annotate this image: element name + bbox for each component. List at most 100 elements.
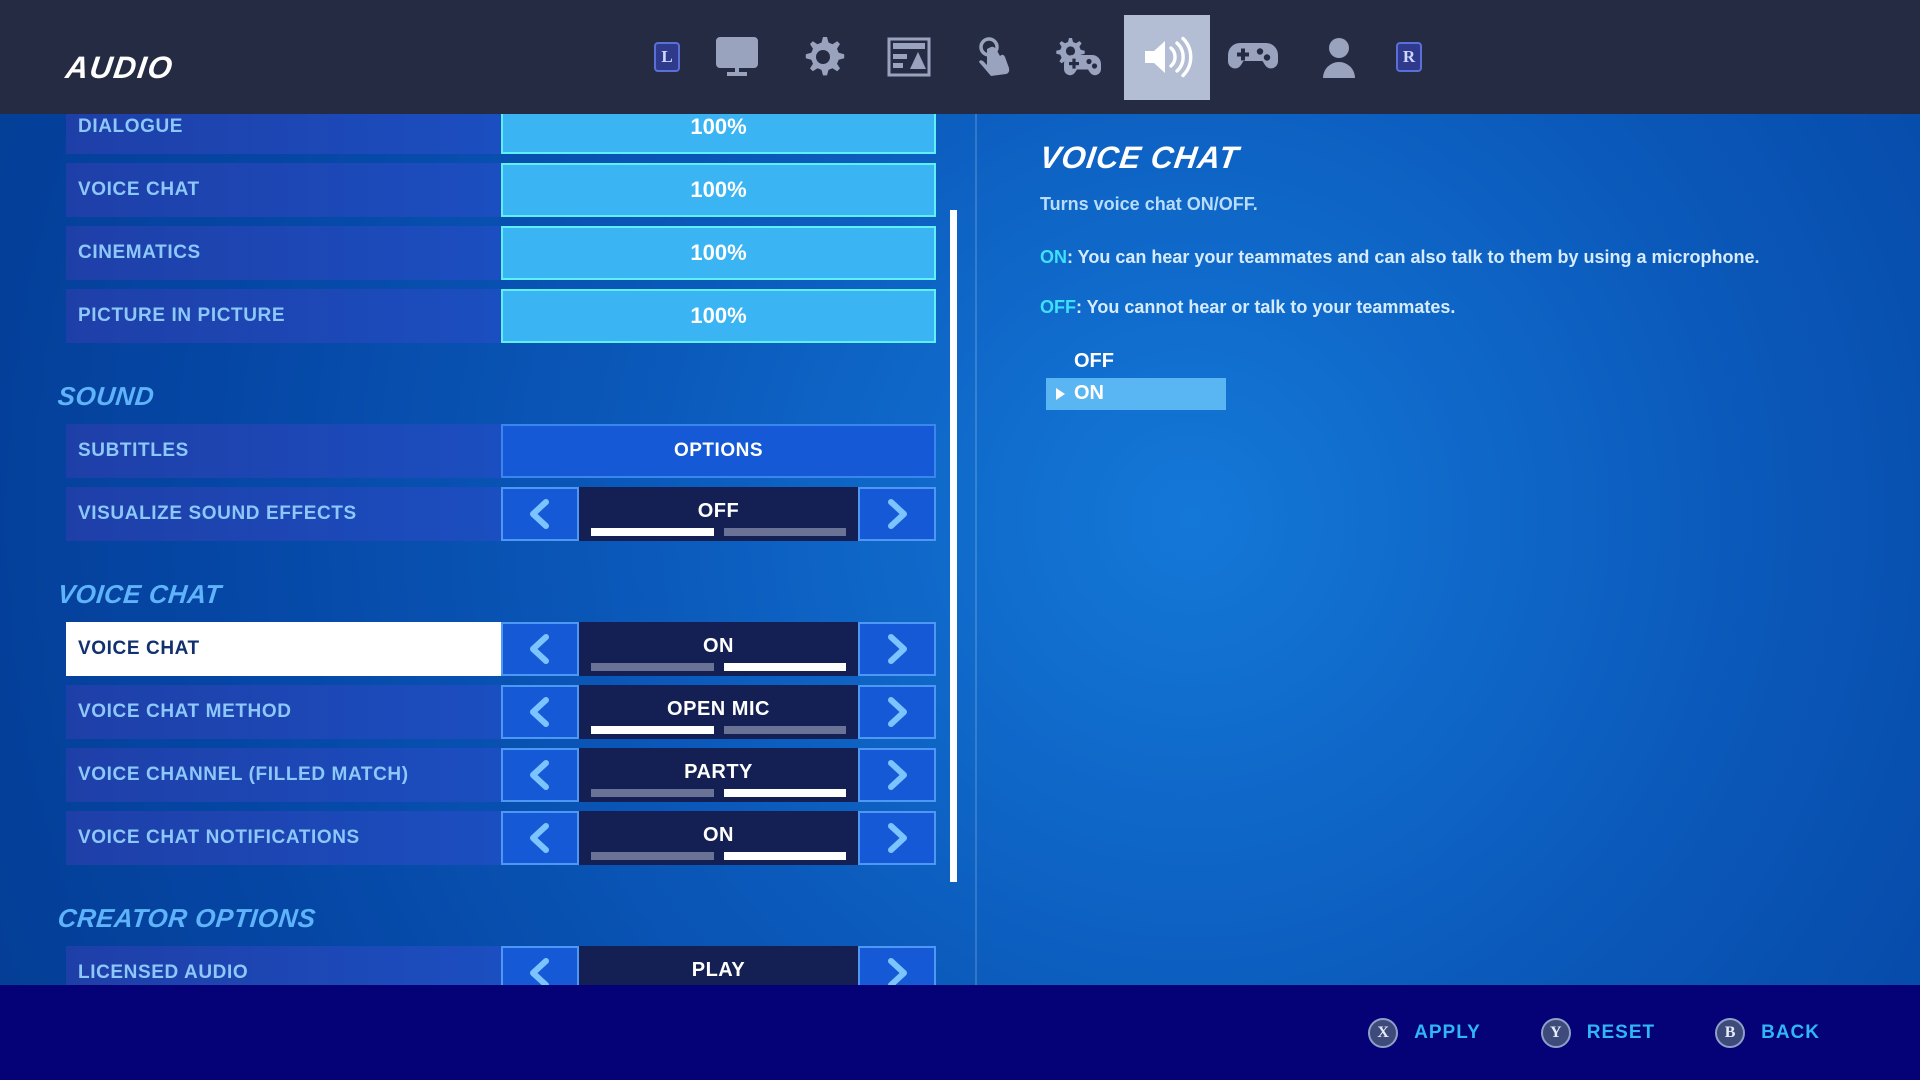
stepper-value-box[interactable]: ON xyxy=(579,811,858,865)
left-bumper-key: L xyxy=(654,42,680,72)
volume-slider[interactable]: 100% xyxy=(501,226,936,280)
setting-row[interactable]: VOICE CHAT NOTIFICATIONS ON xyxy=(66,811,936,865)
option-stepper: OFF xyxy=(501,487,936,541)
stepper-prev-button[interactable] xyxy=(501,487,579,541)
footer-button-label: BACK xyxy=(1761,1021,1820,1043)
pagination-segment xyxy=(591,726,714,734)
row-gap xyxy=(66,217,936,226)
stepper-prev-button[interactable] xyxy=(501,685,579,739)
right-bumper-hint: R xyxy=(1382,42,1436,72)
stepper-value-box[interactable]: PLAY xyxy=(579,946,858,985)
detail-option-item[interactable]: ON xyxy=(1046,377,1226,410)
row-gap xyxy=(66,739,936,748)
footer-button-key: B xyxy=(1715,1017,1746,1048)
option-stepper: PLAY xyxy=(501,946,936,985)
stepper-value: OFF xyxy=(697,499,740,522)
volume-slider[interactable]: 100% xyxy=(501,289,936,343)
tab-game[interactable] xyxy=(780,15,866,100)
detail-off-keyword: OFF xyxy=(1040,297,1076,318)
footer-button-label: APPLY xyxy=(1414,1021,1481,1043)
tab-audio[interactable] xyxy=(1124,14,1210,100)
setting-row[interactable]: CINEMATICS 100% xyxy=(66,226,936,280)
setting-row[interactable]: PICTURE IN PICTURE 100% xyxy=(66,289,936,343)
setting-row-label: CINEMATICS xyxy=(66,226,501,280)
option-stepper: OPEN MIC xyxy=(501,685,936,739)
footer-button[interactable]: Y RESET xyxy=(1540,1017,1655,1048)
tab-hud[interactable] xyxy=(866,15,952,100)
detail-subtitle: Turns voice chat ON/OFF. xyxy=(1040,194,1258,214)
detail-option-label: ON xyxy=(1074,382,1104,405)
setting-row[interactable]: VOICE CHAT ON xyxy=(66,622,936,676)
slider-value: 100% xyxy=(690,177,747,202)
setting-row[interactable]: VISUALIZE SOUND EFFECTS OFF xyxy=(66,487,936,541)
stepper-next-button[interactable] xyxy=(858,487,936,541)
section-heading: VOICE CHAT xyxy=(56,579,223,609)
controller-gear-icon xyxy=(1056,35,1106,79)
speaker-icon xyxy=(1141,36,1193,78)
tab-controller[interactable] xyxy=(1210,15,1296,100)
stepper-pagination xyxy=(591,852,846,860)
stepper-value-box[interactable]: PARTY xyxy=(579,748,858,802)
detail-option-list: OFF ON xyxy=(1046,346,1226,410)
setting-row-label: DIALOGUE xyxy=(66,114,501,154)
detail-off-text: : You cannot hear or talk to your teamma… xyxy=(1076,297,1456,318)
stepper-prev-button[interactable] xyxy=(501,748,579,802)
stepper-value-box[interactable]: ON xyxy=(579,622,858,676)
pagination-segment xyxy=(723,726,846,734)
row-gap xyxy=(66,154,936,163)
footer-button[interactable]: X APPLY xyxy=(1368,1017,1481,1048)
stepper-next-button[interactable] xyxy=(858,811,936,865)
pagination-segment xyxy=(591,663,714,671)
stepper-value-box[interactable]: OFF xyxy=(579,487,858,541)
detail-option-label: OFF xyxy=(1074,350,1114,373)
monitor-icon xyxy=(715,37,759,77)
stepper-next-button[interactable] xyxy=(858,946,936,985)
stepper-prev-button[interactable] xyxy=(501,946,579,985)
tab-account[interactable] xyxy=(1296,15,1382,100)
touch-hand-icon xyxy=(973,35,1017,79)
stepper-prev-button[interactable] xyxy=(501,622,579,676)
setting-row[interactable]: VOICE CHAT METHOD OPEN MIC xyxy=(66,685,936,739)
stepper-value: PLAY xyxy=(691,958,746,981)
stepper-next-button[interactable] xyxy=(858,622,936,676)
setting-row[interactable]: VOICE CHAT 100% xyxy=(66,163,936,217)
stepper-prev-button[interactable] xyxy=(501,811,579,865)
footer-button-key: Y xyxy=(1540,1017,1571,1048)
settings-scrollbar[interactable] xyxy=(950,210,957,882)
tab-touch[interactable] xyxy=(952,15,1038,100)
setting-row[interactable]: SUBTITLES OPTIONS xyxy=(66,424,936,478)
setting-row[interactable]: DIALOGUE 100% xyxy=(66,114,936,154)
options-button[interactable]: OPTIONS xyxy=(501,424,936,478)
stepper-value: OPEN MIC xyxy=(667,697,770,720)
stepper-next-button[interactable] xyxy=(858,748,936,802)
section-heading: CREATOR OPTIONS xyxy=(56,903,318,933)
detail-on-keyword: ON xyxy=(1040,247,1067,267)
stepper-pagination xyxy=(591,663,846,671)
volume-slider[interactable]: 100% xyxy=(501,163,936,217)
detail-option-item[interactable]: OFF xyxy=(1046,346,1226,378)
slider-value: 100% xyxy=(690,303,747,328)
setting-row-label: VOICE CHAT xyxy=(66,163,501,217)
row-gap xyxy=(66,280,936,289)
stepper-pagination xyxy=(591,528,846,536)
detail-on-description: ON: You can hear your teammates and can … xyxy=(1040,245,1760,269)
hud-layout-icon xyxy=(887,37,931,77)
row-gap xyxy=(66,865,936,874)
tab-input[interactable] xyxy=(1038,15,1124,100)
setting-row-label: VOICE CHAT METHOD xyxy=(66,685,501,739)
setting-row-label: PICTURE IN PICTURE xyxy=(66,289,501,343)
detail-on-text: : You can hear your teammates and can al… xyxy=(1067,247,1760,267)
footer-button[interactable]: B BACK xyxy=(1715,1017,1820,1048)
volume-slider[interactable]: 100% xyxy=(501,114,936,154)
tab-video[interactable] xyxy=(694,15,780,100)
settings-list-panel: DIALOGUE 100% VOICE CHAT 100% CINEMATICS 100%… xyxy=(0,114,975,985)
setting-row[interactable]: LICENSED AUDIO PLAY xyxy=(66,946,936,985)
stepper-value: PARTY xyxy=(684,760,753,783)
stepper-pagination xyxy=(591,789,846,797)
stepper-next-button[interactable] xyxy=(858,685,936,739)
stepper-value-box[interactable]: OPEN MIC xyxy=(579,685,858,739)
left-bumper-hint: L xyxy=(640,42,694,72)
stepper-value: ON xyxy=(703,823,734,846)
setting-row-label: VOICE CHAT xyxy=(66,622,501,676)
setting-row[interactable]: VOICE CHANNEL (FILLED MATCH) PARTY xyxy=(66,748,936,802)
